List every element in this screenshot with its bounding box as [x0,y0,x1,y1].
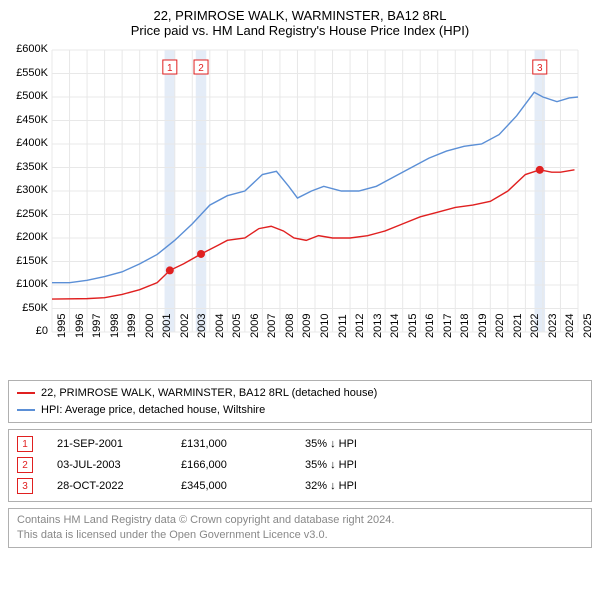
y-tick-label: £550K [8,67,48,79]
y-tick-label: £50K [8,302,48,314]
y-tick-label: £300K [8,184,48,196]
legend-swatch-price-paid [17,392,35,394]
event-delta: 35% ↓ HPI [305,455,357,476]
event-row: 3 28-OCT-2022 £345,000 32% ↓ HPI [17,476,583,497]
x-tick-label: 2017 [442,314,454,338]
y-tick-label: £350K [8,161,48,173]
x-tick-label: 1996 [74,314,86,338]
x-tick-label: 2012 [354,314,366,338]
event-date: 28-OCT-2022 [57,476,157,497]
x-tick-label: 2009 [301,314,313,338]
x-tick-label: 2025 [582,314,594,338]
event-badge: 3 [17,478,33,494]
x-tick-label: 2022 [529,314,541,338]
x-tick-label: 2005 [231,314,243,338]
footer-line-2: This data is licensed under the Open Gov… [17,528,583,543]
svg-text:2: 2 [198,63,204,74]
x-tick-label: 2018 [459,314,471,338]
event-price: £166,000 [181,455,281,476]
event-delta: 35% ↓ HPI [305,434,357,455]
price-vs-hpi-chart: £0 £50K £100K £150K £200K £250K £300K £350K £400… [8,44,588,374]
x-tick-label: 2010 [319,314,331,338]
x-tick-label: 2023 [547,314,559,338]
x-tick-label: 2020 [494,314,506,338]
event-date: 03-JUL-2003 [57,455,157,476]
y-tick-label: £250K [8,208,48,220]
event-row: 2 03-JUL-2003 £166,000 35% ↓ HPI [17,455,583,476]
y-tick-label: £400K [8,137,48,149]
event-delta: 32% ↓ HPI [305,476,357,497]
legend-label-price-paid: 22, PRIMROSE WALK, WARMINSTER, BA12 8RL … [41,385,377,402]
x-tick-label: 1999 [126,314,138,338]
x-tick-label: 2021 [512,314,524,338]
x-tick-label: 2019 [477,314,489,338]
svg-text:3: 3 [537,63,543,74]
attribution-footer: Contains HM Land Registry data © Crown c… [8,508,592,549]
x-tick-label: 2000 [144,314,156,338]
x-tick-label: 1997 [91,314,103,338]
x-tick-label: 2006 [249,314,261,338]
x-tick-label: 1998 [109,314,121,338]
y-tick-label: £600K [8,43,48,55]
legend-label-hpi: HPI: Average price, detached house, Wilt… [41,402,265,419]
legend-row-price-paid: 22, PRIMROSE WALK, WARMINSTER, BA12 8RL … [17,385,583,402]
legend-swatch-hpi [17,409,35,411]
x-tick-label: 1995 [56,314,68,338]
event-badge: 1 [17,436,33,452]
events-table: 1 21-SEP-2001 £131,000 35% ↓ HPI 2 03-JUL-200… [8,429,592,502]
x-tick-label: 2004 [214,314,226,338]
y-tick-label: £150K [8,255,48,267]
svg-text:1: 1 [167,63,173,74]
chart-title-block: 22, PRIMROSE WALK, WARMINSTER, BA12 8RL … [8,8,592,38]
x-tick-label: 2011 [337,314,349,338]
legend-row-hpi: HPI: Average price, detached house, Wilt… [17,402,583,419]
y-tick-label: £100K [8,278,48,290]
x-tick-label: 2003 [196,314,208,338]
x-tick-label: 2002 [179,314,191,338]
event-price: £131,000 [181,434,281,455]
title-line-1: 22, PRIMROSE WALK, WARMINSTER, BA12 8RL [8,8,592,23]
y-tick-label: £200K [8,231,48,243]
x-tick-label: 2007 [266,314,278,338]
event-row: 1 21-SEP-2001 £131,000 35% ↓ HPI [17,434,583,455]
x-tick-label: 2008 [284,314,296,338]
x-tick-label: 2024 [564,314,576,338]
x-tick-label: 2014 [389,314,401,338]
x-tick-label: 2001 [161,314,173,338]
event-price: £345,000 [181,476,281,497]
x-tick-label: 2015 [407,314,419,338]
title-line-2: Price paid vs. HM Land Registry's House … [8,23,592,38]
x-tick-label: 2016 [424,314,436,338]
footer-line-1: Contains HM Land Registry data © Crown c… [17,513,583,528]
event-date: 21-SEP-2001 [57,434,157,455]
x-tick-label: 2013 [372,314,384,338]
y-tick-label: £450K [8,114,48,126]
y-tick-label: £500K [8,90,48,102]
event-badge: 2 [17,457,33,473]
legend: 22, PRIMROSE WALK, WARMINSTER, BA12 8RL … [8,380,592,423]
y-tick-label: £0 [8,325,48,337]
